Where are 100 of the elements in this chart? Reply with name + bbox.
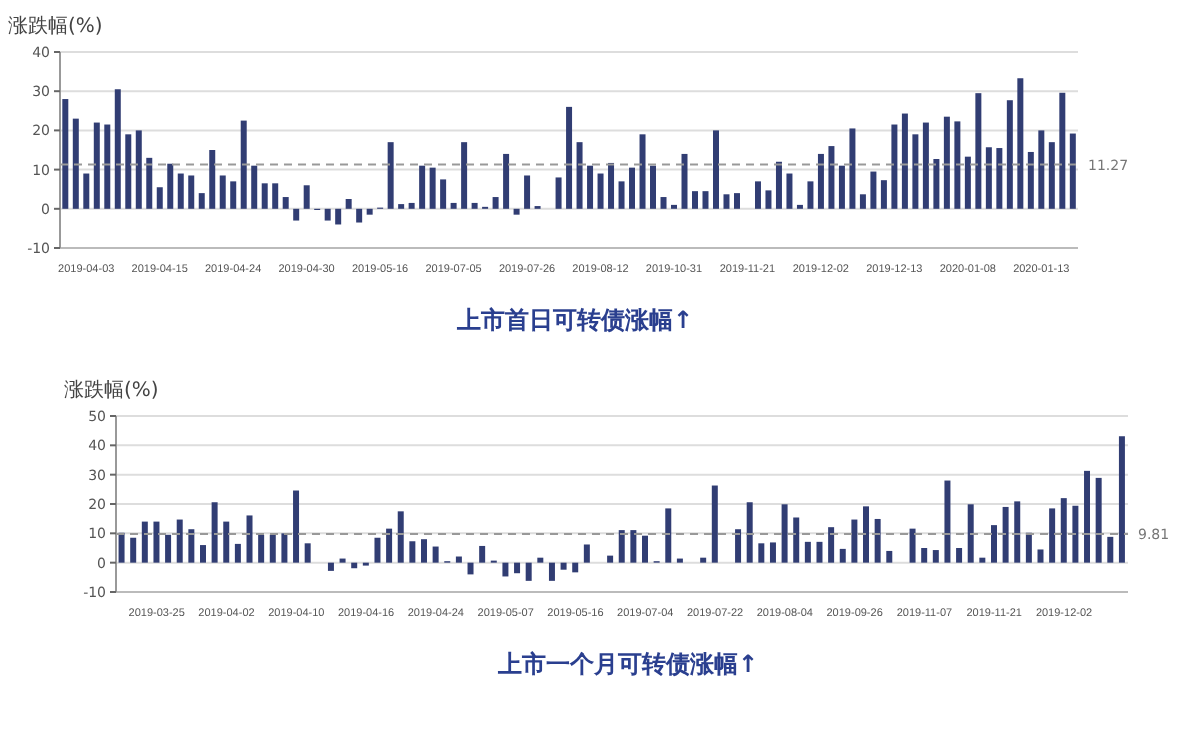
bar [1069, 133, 1076, 209]
bar [135, 130, 142, 209]
bar [230, 181, 237, 209]
bar [198, 193, 205, 209]
bar [921, 548, 928, 563]
bar [141, 521, 148, 563]
bar [1049, 508, 1056, 563]
bar [618, 181, 625, 209]
bar [269, 534, 276, 563]
bar [932, 550, 939, 563]
bar [880, 180, 887, 209]
bar [303, 185, 310, 209]
bar [1084, 470, 1091, 563]
bar [188, 529, 195, 563]
bar [765, 190, 772, 209]
bar [629, 167, 636, 209]
bar [849, 128, 856, 209]
bar [985, 147, 992, 209]
bar [642, 535, 649, 563]
bar [793, 517, 800, 563]
bar [639, 134, 646, 209]
bar [408, 202, 415, 209]
bar [828, 146, 835, 209]
bar [93, 122, 100, 209]
bar [781, 504, 788, 563]
bar [807, 181, 814, 209]
bar [246, 515, 253, 563]
bar [429, 167, 436, 209]
bar [104, 124, 111, 209]
bar [712, 130, 719, 209]
bar [859, 194, 866, 209]
bar [409, 541, 416, 563]
bar [209, 150, 216, 209]
bar [964, 156, 971, 209]
bar [176, 519, 183, 563]
bar [1014, 501, 1021, 563]
bar [560, 562, 567, 570]
bar [891, 124, 898, 209]
bar [1002, 506, 1009, 563]
bar [479, 545, 486, 563]
bar [167, 163, 174, 209]
bar [1060, 498, 1067, 563]
bar [702, 191, 709, 209]
bar [366, 208, 373, 215]
bar [387, 142, 394, 209]
bar [261, 183, 268, 209]
bar [1037, 549, 1044, 563]
bar [838, 165, 845, 209]
bar [548, 562, 555, 581]
bar [874, 518, 881, 563]
bar [281, 533, 288, 563]
bar [660, 197, 667, 209]
bar [608, 162, 615, 209]
bar [471, 202, 478, 209]
bar [419, 165, 426, 209]
bar [351, 562, 358, 569]
bar [293, 208, 300, 221]
bar [421, 539, 427, 563]
bar [555, 177, 562, 209]
bar [272, 183, 279, 209]
bar [324, 208, 331, 221]
bar [345, 199, 352, 209]
bar [775, 161, 782, 209]
bar [944, 480, 951, 563]
bar [165, 534, 172, 563]
bar [786, 173, 793, 209]
bar [304, 543, 311, 563]
bar [62, 99, 69, 209]
bar [967, 504, 974, 563]
bar [513, 208, 520, 215]
bar [851, 519, 858, 563]
bar [975, 93, 982, 209]
text: 上市首日可转债涨幅↑ [454, 304, 696, 338]
bar [130, 537, 137, 563]
bar [576, 142, 583, 209]
bar [293, 490, 300, 563]
bar [954, 121, 961, 209]
bar [566, 106, 573, 209]
bar [524, 175, 531, 209]
bar [956, 548, 963, 563]
bar [933, 159, 940, 209]
bar [153, 521, 160, 563]
bar [572, 562, 579, 573]
bar [537, 557, 544, 563]
bar [758, 543, 765, 563]
bar [754, 181, 761, 209]
bar [1059, 92, 1066, 209]
bar [188, 175, 195, 209]
bar [282, 197, 289, 209]
bar [219, 175, 226, 209]
bar [912, 134, 919, 209]
bar [870, 171, 877, 209]
bar [240, 120, 247, 209]
bar [1095, 477, 1102, 563]
bar [502, 562, 509, 577]
bar [990, 525, 997, 563]
bar [733, 193, 740, 209]
bar [583, 544, 590, 563]
bar [83, 173, 90, 209]
bar [1048, 142, 1055, 209]
